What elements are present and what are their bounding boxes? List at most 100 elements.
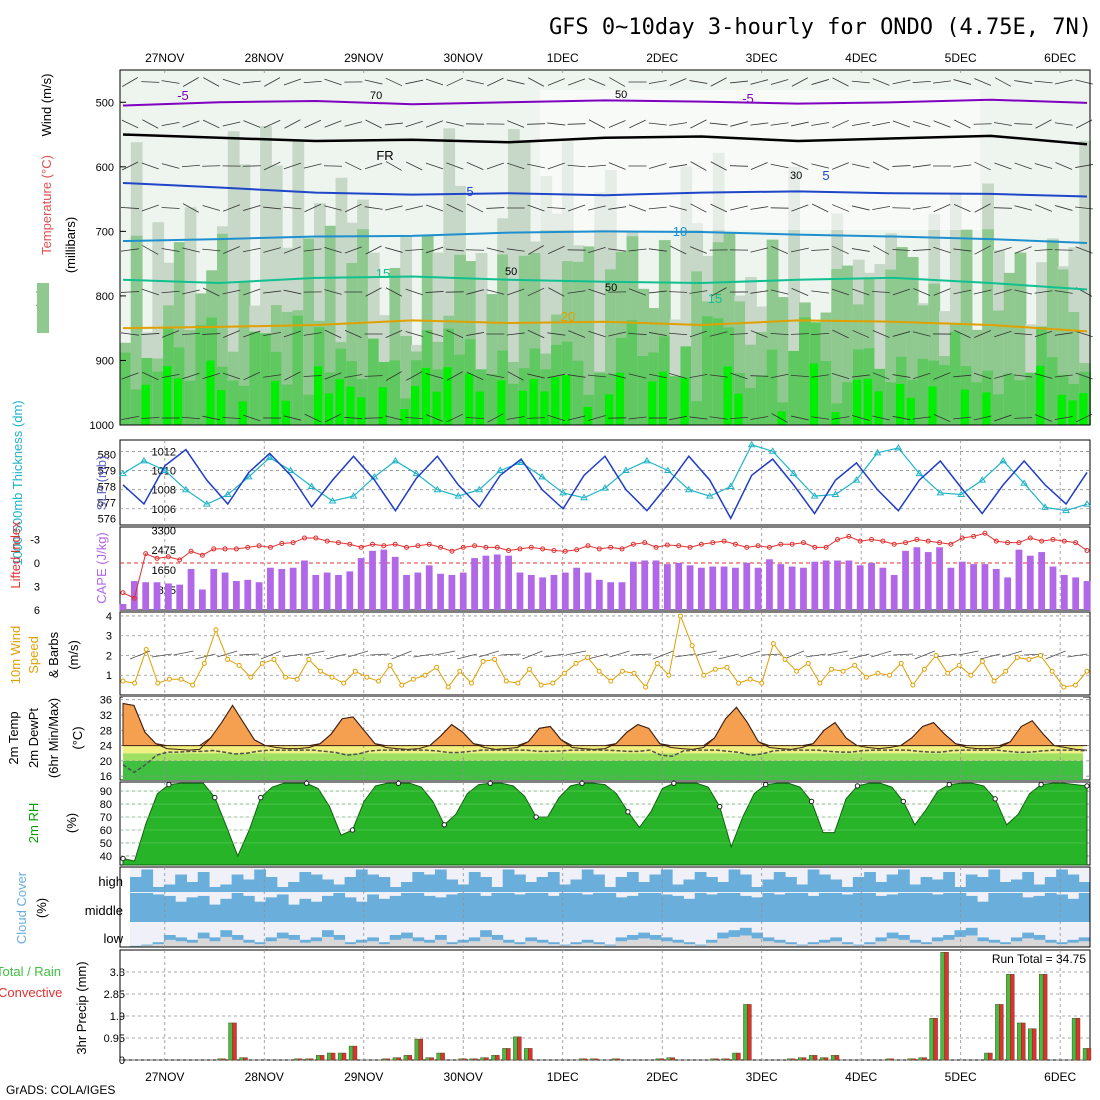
li-point — [687, 544, 693, 550]
wind10-point — [445, 684, 451, 690]
wind-barb — [628, 288, 647, 296]
wind-barb — [709, 331, 728, 337]
wind10-point — [213, 627, 219, 633]
rh-shade-mid — [303, 238, 315, 425]
wind-barb — [892, 120, 910, 128]
wind10-point — [457, 668, 463, 674]
cloud-middle-cell — [570, 893, 583, 922]
isotherm-label: 10 — [673, 224, 687, 239]
precip-conv-bar — [407, 1055, 412, 1061]
rh2m-point — [1084, 783, 1090, 789]
wind-barb — [527, 163, 545, 169]
rh-shade-bright — [583, 406, 592, 425]
cloud-low-gray — [706, 942, 718, 947]
wind-barb — [426, 414, 443, 422]
li-point — [233, 546, 239, 552]
cloud-low-gray — [389, 939, 402, 947]
li-point — [404, 544, 410, 550]
cloud-high-cell — [333, 884, 346, 892]
cloud-high-cell — [310, 874, 323, 892]
li-point — [925, 538, 931, 544]
cloud-layer-label: low — [103, 931, 123, 946]
wind-barb — [872, 372, 890, 380]
cape-bar — [210, 568, 218, 610]
rh2m-point — [992, 796, 998, 802]
wind-barb — [263, 374, 282, 378]
cloud-low-gray — [909, 942, 922, 947]
wind-barb — [486, 207, 505, 209]
li-point — [154, 555, 160, 561]
precip-conv-bar — [889, 1058, 894, 1061]
thickness-point — [265, 453, 274, 461]
wind-barb — [689, 373, 708, 379]
cloud-middle-cell — [683, 898, 696, 922]
wind-barb — [953, 374, 972, 378]
cloud-middle-cell — [502, 893, 515, 922]
surface-barb — [914, 650, 935, 660]
cloud-high-cell — [785, 877, 797, 892]
rh-shade-light — [184, 207, 197, 425]
cloud-middle-cell — [186, 897, 199, 922]
rh-tick: 80 — [100, 799, 112, 811]
cape-bar — [142, 582, 150, 610]
cloud-low-gray — [423, 942, 436, 947]
li-point — [222, 546, 228, 552]
wind-barb — [750, 416, 769, 420]
cloud-middle-cell — [242, 895, 255, 922]
wind-barb — [892, 249, 911, 251]
rh-shade-bright — [357, 397, 366, 425]
li-point — [562, 548, 568, 554]
wind-barb — [527, 329, 545, 339]
surface-barb — [1067, 653, 1088, 658]
cloud-low-gray — [943, 939, 955, 947]
thickness-point — [768, 447, 777, 454]
wind-barb — [547, 78, 565, 86]
rh-shade-bright — [1079, 393, 1088, 425]
wind-barb — [121, 248, 139, 252]
wind-barb — [161, 374, 180, 378]
wind-barb — [263, 290, 282, 294]
cloud-middle-cell — [310, 901, 323, 922]
cloud-high-cell — [920, 877, 933, 892]
cloud-high-cell — [796, 884, 809, 892]
cape-bar — [958, 561, 966, 610]
li-point — [370, 541, 376, 547]
li-point — [903, 540, 909, 546]
wind-barb — [243, 205, 261, 211]
wind-barb — [1034, 330, 1053, 338]
cloud-high-cell — [965, 874, 978, 892]
cloud-middle-cell — [1033, 895, 1046, 922]
wind-barb — [1054, 416, 1073, 420]
rh-shade-green — [637, 356, 650, 425]
wind10-point — [306, 656, 312, 662]
cloud-middle-cell — [288, 904, 300, 922]
wind10m-panel: 1 2 3 4 10m Wind Speed & Barbs (m/s) — [8, 611, 1091, 696]
wind-barb — [466, 203, 484, 213]
wind10-point — [155, 680, 161, 686]
cloud-high-cell — [1044, 877, 1057, 892]
cape-bar — [1038, 552, 1046, 610]
top-date-label: 4DEC — [845, 51, 877, 65]
cloud-high-cell — [547, 872, 560, 892]
surface-barb — [326, 653, 347, 660]
wind10-point — [805, 660, 811, 666]
wind-barb — [405, 161, 423, 171]
cloud-low-gray — [1067, 942, 1080, 947]
wind-barb — [832, 77, 849, 87]
cloud-high-cell — [694, 872, 707, 892]
cloud-low-gray — [525, 941, 538, 947]
precip-conv-bar — [440, 1052, 445, 1061]
wind-barb — [811, 374, 830, 378]
cloud-high-cell — [830, 879, 843, 892]
rh-shade-light — [260, 126, 272, 426]
wind-barb — [709, 374, 728, 378]
wind10-point — [654, 660, 660, 666]
li-point — [381, 543, 387, 549]
wind10-point — [341, 680, 347, 686]
rh-shade-green — [389, 360, 402, 425]
isotherm-10 — [122, 230, 1088, 244]
li-point — [1016, 540, 1022, 546]
wind-barb — [425, 246, 444, 254]
cloud-low-gray — [751, 938, 763, 947]
